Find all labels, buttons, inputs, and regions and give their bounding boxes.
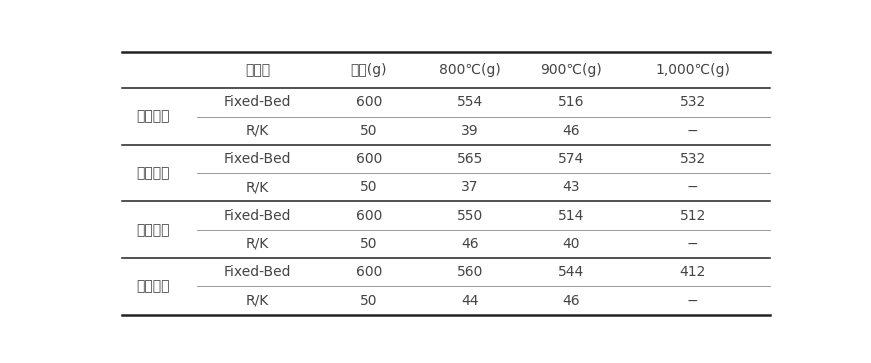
Text: −: − — [687, 237, 699, 251]
Text: 39: 39 — [462, 124, 479, 138]
Text: 532: 532 — [679, 95, 706, 109]
Text: 신림광미: 신림광미 — [136, 166, 170, 180]
Text: Fixed-Bed: Fixed-Bed — [224, 265, 291, 279]
Text: 37: 37 — [462, 180, 479, 194]
Text: 50: 50 — [360, 124, 377, 138]
Text: 900℃(g): 900℃(g) — [540, 63, 602, 77]
Text: 600: 600 — [355, 209, 382, 223]
Text: 반응기: 반응기 — [245, 63, 270, 77]
Text: −: − — [687, 180, 699, 194]
Text: 800℃(g): 800℃(g) — [439, 63, 501, 77]
Text: 상동광미: 상동광미 — [136, 110, 170, 123]
Text: 544: 544 — [558, 265, 584, 279]
Text: 신림광재: 신림광재 — [136, 223, 170, 237]
Text: 시료(g): 시료(g) — [350, 63, 387, 77]
Text: −: − — [687, 124, 699, 138]
Text: R/K: R/K — [246, 124, 269, 138]
Text: 44: 44 — [462, 294, 479, 307]
Text: 512: 512 — [679, 209, 706, 223]
Text: 50: 50 — [360, 237, 377, 251]
Text: −: − — [687, 294, 699, 307]
Text: 46: 46 — [563, 294, 580, 307]
Text: 412: 412 — [679, 265, 706, 279]
Text: 554: 554 — [457, 95, 483, 109]
Text: 40: 40 — [563, 237, 580, 251]
Text: 600: 600 — [355, 265, 382, 279]
Text: 550: 550 — [457, 209, 483, 223]
Text: Fixed-Bed: Fixed-Bed — [224, 209, 291, 223]
Text: 46: 46 — [462, 237, 479, 251]
Text: 43: 43 — [563, 180, 580, 194]
Text: Fixed-Bed: Fixed-Bed — [224, 152, 291, 166]
Text: 516: 516 — [558, 95, 584, 109]
Text: R/K: R/K — [246, 180, 269, 194]
Text: 1,000℃(g): 1,000℃(g) — [655, 63, 730, 77]
Text: 장항광재: 장항광재 — [136, 280, 170, 293]
Text: 600: 600 — [355, 152, 382, 166]
Text: 574: 574 — [558, 152, 584, 166]
Text: Fixed-Bed: Fixed-Bed — [224, 95, 291, 109]
Text: R/K: R/K — [246, 237, 269, 251]
Text: 565: 565 — [456, 152, 483, 166]
Text: 46: 46 — [563, 124, 580, 138]
Text: 600: 600 — [355, 95, 382, 109]
Text: 514: 514 — [558, 209, 584, 223]
Text: 50: 50 — [360, 294, 377, 307]
Text: 532: 532 — [679, 152, 706, 166]
Text: 50: 50 — [360, 180, 377, 194]
Text: 560: 560 — [456, 265, 483, 279]
Text: R/K: R/K — [246, 294, 269, 307]
